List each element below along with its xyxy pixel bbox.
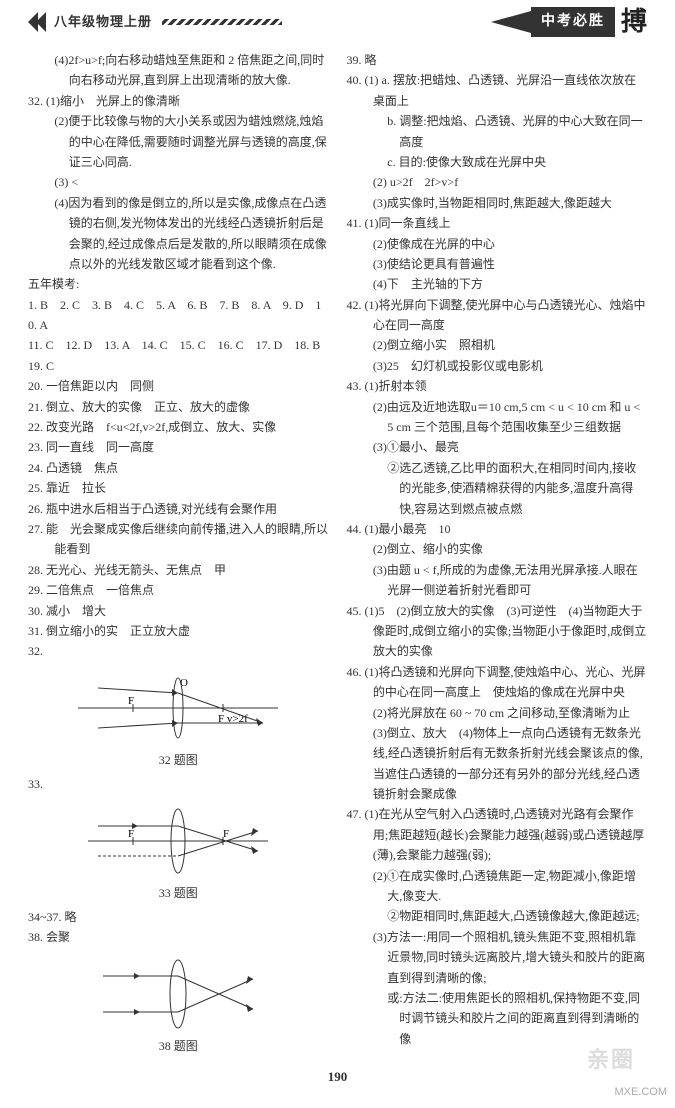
text-line: 11. C 12. D 13. A 14. C 15. C 16. C 17. … — [28, 335, 329, 355]
left-column: (4)2f>u>f;向右移动蜡烛至焦距和 2 倍焦距之间,同时向右移动光屏,直到… — [28, 50, 329, 1060]
text-line: 34~37. 略 — [28, 907, 329, 927]
text-line: ②选乙透镜,乙比甲的面积大,在相同时间内,接收的光能多,使酒精棉获得的内能多,温… — [347, 458, 648, 519]
text-line: 41. (1)同一条直线上 — [347, 213, 648, 233]
arrow-decor — [28, 12, 48, 32]
text-line: 23. 同一直线 同一高度 — [28, 437, 329, 457]
page-header: 八年级物理上册 中考必胜 搏 — [28, 0, 647, 44]
text-line: (4)下 主光轴的下方 — [347, 274, 648, 294]
text-line: 20. 一倍焦距以内 同侧 — [28, 376, 329, 396]
figure-32: F O F v>2f — [28, 668, 329, 748]
text-line: 30. 减小 增大 — [28, 601, 329, 621]
text-line: 19. C — [28, 356, 329, 376]
text-line: 26. 瓶中进水后相当于凸透镜,对光线有会聚作用 — [28, 499, 329, 519]
text-line: (3)①最小、最亮 — [347, 437, 648, 457]
text-line: (3)由题 u < f,所成的为虚像,无法用光屏承接.人眼在光屏一侧逆着折射光看… — [347, 560, 648, 601]
text-line: 32. (1)缩小 光屏上的像清晰 — [28, 91, 329, 111]
text-line: 21. 倒立、放大的实像 正立、放大的虚像 — [28, 397, 329, 417]
text-line: 1. B 2. C 3. B 4. C 5. A 6. B 7. B 8. A … — [28, 295, 329, 336]
watermark-logo: 亲圈 — [587, 1041, 635, 1078]
text-line: (2)倒立、缩小的实像 — [347, 539, 648, 559]
text-line: (2) u>2f 2f>v>f — [347, 172, 648, 192]
bo-char: 搏 — [621, 0, 647, 44]
text-line: ②物距相同时,焦距越大,凸透镜像越大,像距越远; — [347, 906, 648, 926]
text-line: 32. — [28, 641, 329, 661]
right-column: 39. 略 40. (1) a. 摆放:把蜡烛、凸透镜、光屏沿一直线依次放在桌面… — [347, 50, 648, 1060]
figure-caption: 32 题图 — [28, 750, 329, 770]
text-line: 39. 略 — [347, 50, 648, 70]
fig-label: O — [180, 677, 188, 689]
content-columns: (4)2f>u>f;向右移动蜡烛至焦距和 2 倍焦距之间,同时向右移动光屏,直到… — [28, 50, 647, 1060]
text-line: 46. (1)将凸透镜和光屏向下调整,使烛焰中心、光心、光屏的中心在同一高度上 … — [347, 662, 648, 805]
figure-caption: 38 题图 — [28, 1036, 329, 1056]
header-left: 八年级物理上册 — [28, 9, 491, 35]
text-line: 28. 无光心、光线无箭头、无焦点 甲 — [28, 560, 329, 580]
text-line: c. 目的:使像大致成在光屏中央 — [347, 152, 648, 172]
svg-text:F: F — [223, 828, 229, 840]
text-line: 42. (1)将光屏向下调整,使光屏中心与凸透镜光心、烛焰中心在同一高度 — [347, 295, 648, 336]
text-line: (2)使像成在光屏的中心 — [347, 234, 648, 254]
text-line: (4)2f>u>f;向右移动蜡烛至焦距和 2 倍焦距之间,同时向右移动光屏,直到… — [28, 50, 329, 91]
banner-text: 中考必胜 — [531, 7, 615, 37]
text-line: (4)因为看到的像是倒立的,所以是实像,成像点在凸透镜的右侧,发光物体发出的光线… — [28, 193, 329, 275]
text-line: 25. 靠近 拉长 — [28, 478, 329, 498]
banner-left-shape — [491, 11, 531, 33]
figure-33: F F — [28, 801, 329, 881]
text-line: 24. 凸透镜 焦点 — [28, 458, 329, 478]
text-line: 45. (1)5 (2)倒立放大的实像 (3)可逆性 (4)当物距大于像距时,成… — [347, 601, 648, 662]
text-line: 40. (1) a. 摆放:把蜡烛、凸透镜、光屏沿一直线依次放在桌面上 — [347, 70, 648, 111]
text-line: 33. — [28, 774, 329, 794]
text-line: (2)由远及近地选取u＝10 cm,5 cm < u < 10 cm 和 u <… — [347, 397, 648, 438]
watermark-url: MXE.COM — [614, 1083, 667, 1102]
text-line: (2)①在成实像时,凸透镜焦距一定,物距减小,像距增大,像变大. — [347, 866, 648, 907]
header-right: 中考必胜 搏 — [491, 0, 647, 44]
section-heading: 五年模考: — [28, 274, 329, 294]
text-line: (3)成实像时,当物距相同时,焦距越大,像距越大 — [347, 193, 648, 213]
text-line: (3)使结论更具有普遍性 — [347, 254, 648, 274]
text-line: (3)方法一:用同一个照相机,镜头焦距不变,照相机靠近景物,同时镜头远离胶片,增… — [347, 927, 648, 988]
text-line: (2)便于比较像与物的大小关系或因为蜡烛燃烧,烛焰的中心在降低,需要随时调整光屏… — [28, 111, 329, 172]
text-line: (3)25 幻灯机或投影仪或电影机 — [347, 356, 648, 376]
figure-caption: 33 题图 — [28, 883, 329, 903]
header-stripe — [162, 19, 282, 25]
text-line: 38. 会聚 — [28, 927, 329, 947]
text-line: b. 调整:把烛焰、凸透镜、光屏的中心大致在同一高度 — [347, 111, 648, 152]
text-line: 44. (1)最小最亮 10 — [347, 519, 648, 539]
book-title: 八年级物理上册 — [48, 9, 158, 35]
page-number: 190 — [28, 1066, 647, 1088]
figure-38 — [28, 954, 329, 1034]
text-line: 22. 改变光路 f<u<2f,v>2f,成倒立、放大、实像 — [28, 417, 329, 437]
text-line: 29. 二倍焦点 一倍焦点 — [28, 580, 329, 600]
text-line: 43. (1)折射本领 — [347, 376, 648, 396]
text-line: 27. 能 光会聚成实像后继续向前传播,进入人的眼睛,所以能看到 — [28, 519, 329, 560]
text-line: (2)倒立缩小实 照相机 — [347, 335, 648, 355]
text-line: (3) < — [28, 172, 329, 192]
text-line: 31. 倒立缩小的实 正立放大虚 — [28, 621, 329, 641]
text-line: 47. (1)在光从空气射入凸透镜时,凸透镜对光路有会聚作用;焦距越短(越长)会… — [347, 804, 648, 865]
